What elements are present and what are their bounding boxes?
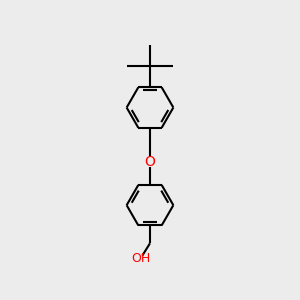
Text: OH: OH bbox=[131, 252, 150, 265]
Text: O: O bbox=[145, 155, 155, 169]
